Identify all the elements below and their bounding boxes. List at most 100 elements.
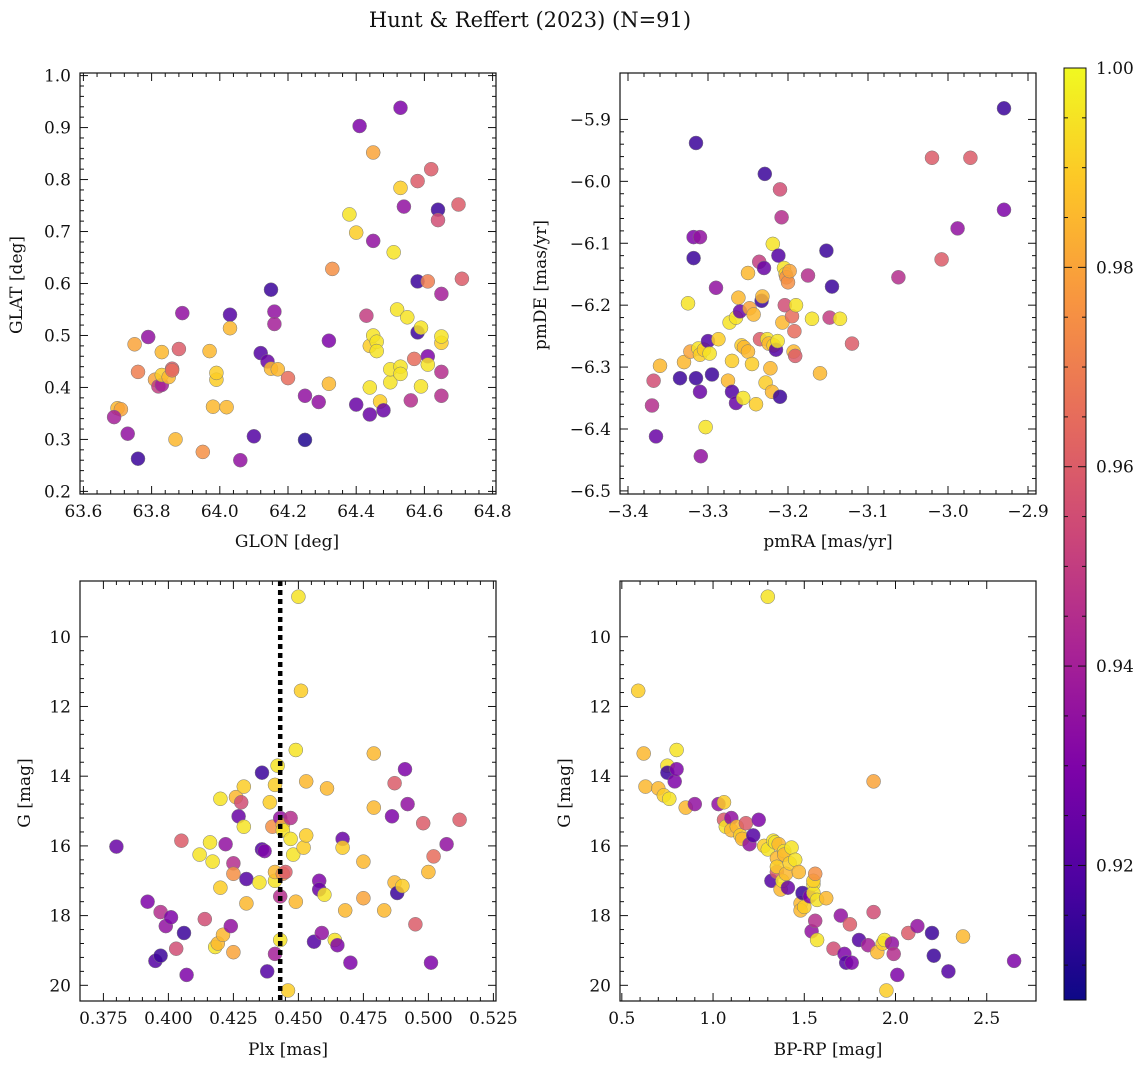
data-point	[283, 810, 298, 826]
data-point	[163, 910, 179, 925]
data-point	[1006, 953, 1022, 969]
data-point	[756, 260, 772, 276]
y-tick-label: 14	[589, 767, 611, 787]
data-point	[824, 279, 840, 294]
data-point	[955, 929, 971, 944]
data-point	[891, 270, 906, 285]
data-point	[410, 173, 425, 189]
y-tick-label: −6.0	[570, 172, 611, 192]
data-point	[819, 243, 834, 258]
x-axis-label: BP-RP [mag]	[774, 1040, 883, 1060]
data-point	[130, 451, 146, 466]
x-tick-label: −3.3	[687, 502, 728, 522]
data-point	[236, 779, 252, 794]
data-point	[213, 880, 228, 895]
points	[109, 589, 467, 998]
data-point	[760, 589, 776, 604]
x-tick-label: 1.0	[700, 1009, 727, 1029]
data-point	[321, 376, 337, 392]
data-point	[842, 917, 858, 932]
data-point	[788, 297, 804, 313]
data-point	[154, 344, 170, 360]
y-tick-label: 10	[49, 628, 71, 648]
data-point	[296, 840, 311, 855]
data-point	[359, 308, 374, 323]
data-point	[890, 967, 905, 983]
data-point	[452, 812, 467, 828]
y-tick-label: 0.5	[44, 326, 71, 346]
data-point	[205, 399, 221, 414]
x-tick-label: 0.425	[209, 1009, 258, 1029]
data-point	[434, 388, 449, 404]
data-point	[369, 343, 384, 359]
data-point	[270, 758, 285, 773]
data-point	[396, 199, 412, 214]
y-tick-label: 18	[589, 907, 611, 927]
y-tick-label: 14	[49, 767, 71, 787]
x-tick-label: 0.400	[144, 1009, 193, 1029]
data-point	[924, 925, 940, 941]
colorbar-gradient	[1063, 67, 1087, 1001]
x-tick-label: 64.8	[474, 502, 512, 522]
data-point	[171, 341, 187, 357]
data-point	[233, 452, 248, 468]
x-tick-label: 0.475	[339, 1009, 388, 1029]
data-point	[763, 361, 778, 376]
data-point	[807, 913, 823, 929]
data-point	[348, 225, 364, 240]
data-point	[688, 370, 704, 386]
data-point	[311, 394, 326, 410]
data-point	[403, 393, 419, 408]
y-tick-label: 10	[589, 628, 611, 648]
data-point	[886, 946, 901, 962]
data-point	[688, 135, 704, 151]
data-point	[748, 396, 764, 412]
data-point	[376, 403, 391, 418]
data-point	[669, 761, 684, 777]
data-point	[430, 212, 446, 228]
data-point	[297, 432, 313, 448]
data-point	[950, 221, 965, 236]
data-point	[202, 835, 218, 850]
colorbar-tick-label: 0.92	[1096, 856, 1134, 876]
points	[630, 589, 1022, 998]
data-point	[420, 274, 436, 289]
data-point	[652, 358, 668, 374]
x-axis-label: Plx [mas]	[248, 1040, 328, 1060]
data-point	[434, 329, 449, 344]
data-point	[393, 100, 408, 116]
data-point	[356, 890, 371, 906]
data-point	[233, 795, 249, 810]
data-point	[168, 941, 184, 956]
data-point	[226, 866, 241, 882]
data-point	[744, 356, 760, 372]
data-point	[708, 280, 724, 296]
data-point	[832, 311, 848, 327]
x-tick-label: 64.6	[405, 502, 443, 522]
data-point	[127, 337, 142, 352]
data-point	[285, 847, 301, 862]
x-tick-label: 64.0	[201, 502, 239, 522]
y-tick-label: −6.2	[570, 296, 611, 316]
data-point	[451, 197, 466, 212]
data-point	[434, 364, 449, 380]
data-point	[153, 948, 168, 963]
data-point	[342, 207, 357, 222]
data-point	[698, 419, 713, 435]
x-tick-label: 2.5	[973, 1009, 1000, 1029]
data-point	[423, 955, 439, 970]
data-point	[335, 840, 350, 855]
data-point	[174, 833, 189, 848]
data-point	[800, 268, 816, 283]
x-tick-label: 63.8	[133, 502, 171, 522]
data-point	[195, 444, 211, 460]
data-point	[352, 118, 367, 134]
x-axis-label: GLON [deg]	[235, 532, 339, 552]
data-point	[298, 828, 314, 843]
data-point	[648, 429, 664, 444]
data-point	[397, 761, 413, 777]
data-point	[669, 742, 684, 758]
colorbar-tick-label: 0.94	[1096, 657, 1134, 677]
data-point	[731, 290, 746, 305]
data-point	[179, 967, 194, 983]
